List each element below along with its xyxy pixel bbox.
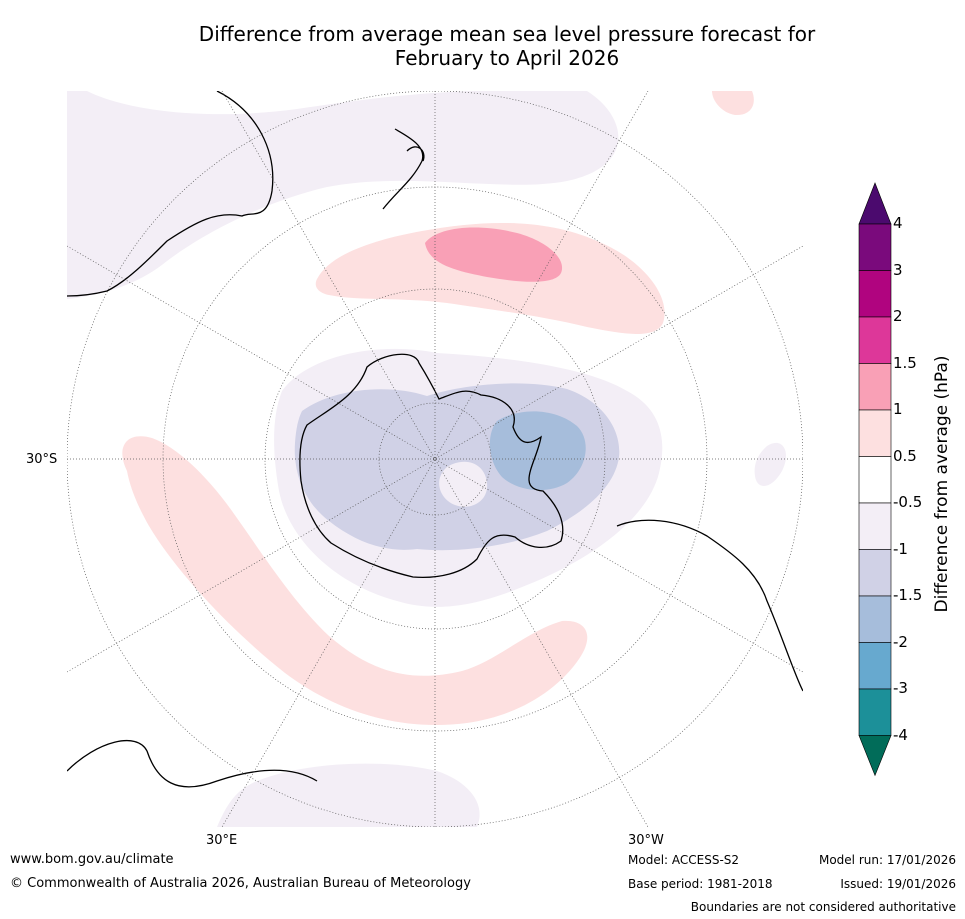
website-link[interactable]: www.bom.gov.au/climate [10, 852, 174, 867]
colorbar-band [858, 549, 892, 597]
colorbar-band [858, 409, 892, 457]
colorbar-tick-label: -4 [893, 725, 908, 744]
title-line-2: February to April 2026 [394, 46, 620, 70]
colorbar-tick-label: 3 [893, 260, 903, 279]
latitude-label-30s: 30°S [26, 452, 58, 467]
new-zealand-coastline [382, 128, 425, 210]
title-line-1: Difference from average mean sea level p… [198, 22, 816, 46]
anomaly-region-moderate-positive-tasman [425, 227, 563, 282]
colorbar-band [858, 595, 892, 643]
meridian-line [221, 91, 649, 827]
anomaly-region-weak-positive-tasman [315, 222, 665, 334]
boundary-disclaimer: Boundaries are not considered authoritat… [690, 900, 956, 914]
colorbar-tick-label: 0.5 [893, 446, 917, 465]
model-run-date: Model run: 17/01/2026 [818, 853, 956, 867]
colorbar-band [858, 456, 892, 504]
australia-coastline [67, 91, 274, 297]
longitude-label-30w: 30°W [628, 833, 664, 848]
south-america-coastline [616, 519, 803, 692]
colorbar-tick-label: -1 [893, 539, 908, 558]
colorbar-band [858, 223, 892, 271]
colorbar-band [858, 502, 892, 550]
anomaly-region-weak-negative-lower [217, 763, 480, 827]
colorbar-title: Difference from average (hPa) [932, 355, 952, 613]
colorbar-tick-label: 1 [893, 400, 903, 418]
colorbar-band [858, 270, 892, 318]
colorbar-tick-label: -1.5 [893, 586, 923, 604]
anomaly-region-weak-negative-core [439, 461, 488, 507]
meridian-line [221, 91, 649, 827]
pressure-anomaly-map [67, 91, 803, 827]
longitude-label-30e: 30°E [206, 833, 238, 848]
colorbar-tick-label: 2 [893, 307, 903, 325]
colorbar-tick-label: 1.5 [893, 353, 917, 372]
meridian-line [67, 245, 803, 673]
colorbar-tick-label: -3 [893, 679, 908, 697]
anomaly-region-weak-positive-southern-ocean [122, 436, 588, 726]
colorbar-band [858, 642, 892, 690]
colorbar-over-arrow [858, 182, 892, 225]
africa-coastline [67, 739, 318, 788]
colorbar-tick-label: 4 [893, 214, 903, 232]
colorbar-band [858, 316, 892, 364]
model-name: Model: ACCESS-S2 [628, 853, 740, 867]
colorbar-under-arrow [858, 735, 892, 777]
chart-title: Difference from average mean sea level p… [0, 22, 965, 70]
colorbar-band [858, 688, 892, 736]
antarctica-coastline [299, 353, 564, 579]
colorbar-tick-label: -0.5 [893, 493, 923, 511]
copyright-text: © Commonwealth of Australia 2026, Austra… [10, 876, 471, 891]
issued-date: Issued: 19/01/2026 [840, 877, 956, 891]
anomaly-region-weak-negative-upper-left [67, 91, 619, 299]
colorbar-band [858, 363, 892, 411]
base-period: Base period: 1981-2018 [628, 877, 773, 891]
anomaly-region-weak-positive-north [712, 91, 754, 116]
meridian-line [67, 245, 803, 673]
coastlines [67, 91, 803, 788]
graticule [67, 91, 803, 827]
colorbar-tick-label: -2 [893, 632, 908, 651]
anomaly-region-weak-negative-east [754, 442, 787, 487]
colorbar [858, 182, 892, 777]
